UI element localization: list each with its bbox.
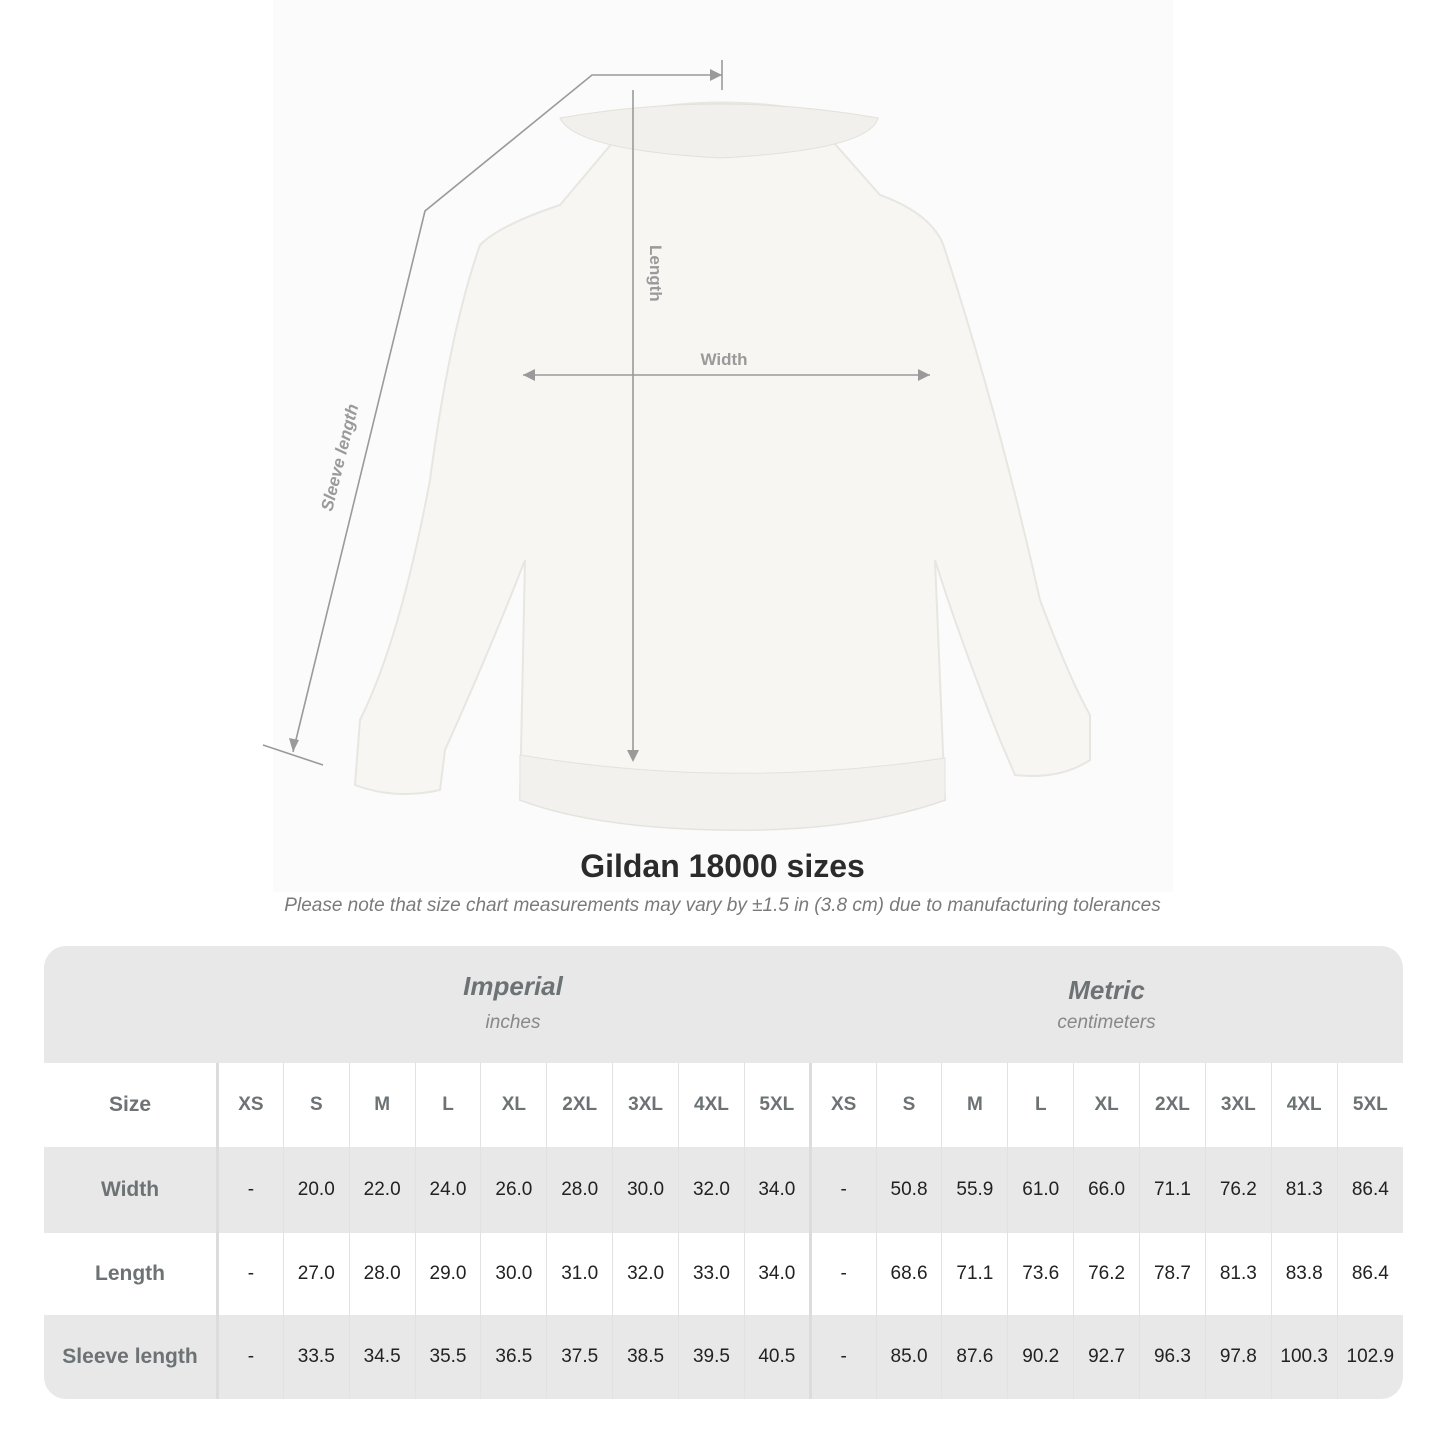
metric-value: 76.2	[1204, 1147, 1272, 1233]
row-label: Sleeve length	[44, 1315, 219, 1399]
imperial-value: 20.0	[282, 1147, 350, 1233]
imperial-value: 38.5	[612, 1315, 679, 1399]
metric-value: 71.1	[941, 1233, 1008, 1315]
imperial-value: 30.0	[612, 1147, 679, 1233]
metric-value: 86.4	[1336, 1233, 1403, 1315]
table-header-band	[44, 946, 1403, 1063]
metric-value: 86.4	[1336, 1147, 1403, 1233]
imperial-value: 34.0	[743, 1147, 811, 1233]
imperial-value: 34.0	[743, 1233, 811, 1315]
imperial-value: -	[217, 1233, 284, 1315]
metric-value: 78.7	[1139, 1233, 1206, 1315]
metric-size-3xl: 3XL	[1204, 1063, 1272, 1147]
imperial-size-xl: XL	[480, 1063, 547, 1147]
imperial-size-4xl: 4XL	[678, 1063, 745, 1147]
metric-size-xs: XS	[808, 1063, 877, 1147]
metric-size-5xl: 5XL	[1336, 1063, 1403, 1147]
imperial-value: 28.0	[546, 1147, 613, 1233]
metric-size-m: M	[941, 1063, 1008, 1147]
metric-value: 97.8	[1204, 1315, 1272, 1399]
metric-value: 71.1	[1139, 1147, 1206, 1233]
metric-value: 83.8	[1270, 1233, 1338, 1315]
imperial-unit: inches	[485, 1012, 541, 1033]
size-label: Size	[44, 1063, 219, 1147]
imperial-value: 29.0	[414, 1233, 481, 1315]
imperial-size-xs: XS	[217, 1063, 284, 1147]
imperial-value: -	[217, 1147, 284, 1233]
imperial-value: -	[217, 1315, 284, 1399]
metric-heading: Metric	[1068, 975, 1145, 1005]
imperial-value: 28.0	[348, 1233, 416, 1315]
imperial-value: 40.5	[743, 1315, 811, 1399]
imperial-size-m: M	[348, 1063, 416, 1147]
metric-value: 61.0	[1007, 1147, 1074, 1233]
imperial-value: 31.0	[546, 1233, 613, 1315]
size-table-card: Imperial inches Metric centimeters Size X…	[44, 946, 1403, 1399]
metric-value: -	[808, 1233, 877, 1315]
imperial-value: 33.5	[282, 1315, 350, 1399]
imperial-size-3xl: 3XL	[612, 1063, 679, 1147]
table-row: Sleeve length -33.5 34.5 35.5 36.5 37.5 38.5 39…	[44, 1315, 1403, 1399]
sweatshirt-measurement-diagram: Length Width Sleeve length	[262, 60, 1091, 832]
imperial-value: 22.0	[348, 1147, 416, 1233]
imperial-value: 30.0	[480, 1233, 547, 1315]
metric-value: 87.6	[941, 1315, 1008, 1399]
metric-value: 68.6	[875, 1233, 942, 1315]
metric-value: 90.2	[1007, 1315, 1074, 1399]
sleeve-length-line	[292, 74, 722, 753]
row-label: Length	[44, 1233, 219, 1315]
metric-value: -	[808, 1315, 877, 1399]
imperial-header: Imperial inches	[216, 971, 810, 1034]
metric-value: 73.6	[1007, 1233, 1074, 1315]
metric-value: 85.0	[875, 1315, 942, 1399]
imperial-value: 27.0	[282, 1233, 350, 1315]
metric-value: 92.7	[1073, 1315, 1140, 1399]
imperial-value: 33.0	[678, 1233, 745, 1315]
imperial-size-5xl: 5XL	[743, 1063, 811, 1147]
table-row: Width -20.0 22.0 24.0 26.0 28.0 30.0 32.0 34.0-5…	[44, 1147, 1403, 1233]
metric-header: Metric centimeters	[810, 975, 1403, 1034]
metric-size-l: L	[1007, 1063, 1074, 1147]
imperial-heading: Imperial	[463, 971, 563, 1001]
table-row: Length -27.0 28.0 29.0 30.0 31.0 32.0 33.0 34.0-…	[44, 1233, 1403, 1315]
metric-unit: centimeters	[1057, 1012, 1156, 1033]
imperial-value: 36.5	[480, 1315, 547, 1399]
metric-value: 66.0	[1073, 1147, 1140, 1233]
metric-value: 55.9	[941, 1147, 1008, 1233]
metric-value: 76.2	[1073, 1233, 1140, 1315]
metric-size-4xl: 4XL	[1270, 1063, 1338, 1147]
metric-value: 102.9	[1336, 1315, 1403, 1399]
sweatshirt-image	[353, 101, 1091, 832]
imperial-size-s: S	[282, 1063, 350, 1147]
metric-value: 81.3	[1270, 1147, 1338, 1233]
row-label: Width	[44, 1147, 219, 1233]
imperial-value: 24.0	[414, 1147, 481, 1233]
metric-value: 50.8	[875, 1147, 942, 1233]
metric-value: 96.3	[1139, 1315, 1206, 1399]
arrow-heads	[289, 69, 930, 762]
size-header-row: Size XS S M L XL 2XL 3XL 4XL 5XL XS S M L XL 2XL 3XL 4XL 5…	[44, 1063, 1403, 1147]
tolerance-note: Please note that size chart measurements…	[284, 895, 1161, 916]
metric-value: -	[808, 1147, 877, 1233]
imperial-value: 32.0	[678, 1147, 745, 1233]
imperial-size-2xl: 2XL	[546, 1063, 613, 1147]
imperial-value: 26.0	[480, 1147, 547, 1233]
chart-title: Gildan 18000 sizes	[580, 848, 865, 884]
metric-size-xl: XL	[1073, 1063, 1140, 1147]
metric-value: 81.3	[1204, 1233, 1272, 1315]
imperial-value: 37.5	[546, 1315, 613, 1399]
metric-size-2xl: 2XL	[1139, 1063, 1206, 1147]
imperial-value: 35.5	[414, 1315, 481, 1399]
size-table: Size XS S M L XL 2XL 3XL 4XL 5XL XS S M L XL 2XL 3XL 4XL 5…	[44, 1063, 1403, 1399]
length-label: Length	[646, 245, 665, 302]
imperial-value: 32.0	[612, 1233, 679, 1315]
imperial-value: 34.5	[348, 1315, 416, 1399]
metric-size-s: S	[875, 1063, 942, 1147]
imperial-value: 39.5	[678, 1315, 745, 1399]
metric-value: 100.3	[1270, 1315, 1338, 1399]
width-label: Width	[700, 350, 747, 369]
imperial-size-l: L	[414, 1063, 481, 1147]
